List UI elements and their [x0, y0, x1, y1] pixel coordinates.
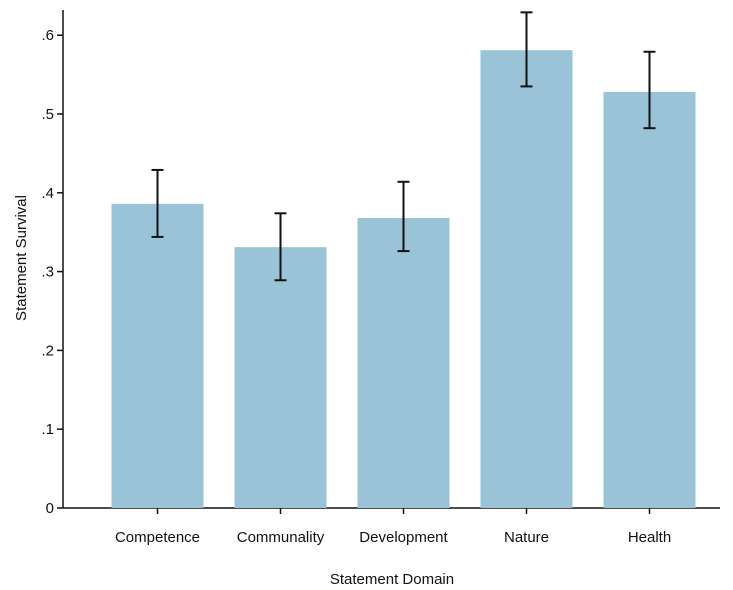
bar: [111, 203, 204, 508]
x-axis: Competence Communality Development Nature He…: [63, 507, 720, 546]
x-tick-label: Communality: [237, 529, 325, 546]
x-tick-label: Health: [628, 529, 671, 546]
x-axis-title: Statement Domain: [330, 571, 454, 588]
y-tick-label: .3: [41, 264, 54, 281]
y-tick-label: .6: [41, 27, 54, 44]
error-bars: [151, 11, 656, 282]
y-axis: 0 .1 .2 .3 .4 .5 .6: [41, 10, 64, 517]
bar: [357, 218, 450, 509]
y-tick-label: 0: [46, 500, 54, 517]
x-tick-label: Competence: [115, 529, 200, 546]
y-tick-label: .4: [41, 185, 54, 202]
bar: [234, 247, 327, 508]
bars: [111, 50, 696, 509]
y-tick-label: .1: [41, 421, 54, 438]
y-tick-label: .2: [41, 342, 54, 359]
y-tick-label: .5: [41, 106, 54, 123]
bar: [480, 50, 573, 509]
x-tick-label: Development: [359, 529, 448, 546]
bar: [603, 91, 696, 508]
y-axis-title: Statement Survival: [13, 195, 30, 321]
x-tick-label: Nature: [504, 529, 549, 546]
